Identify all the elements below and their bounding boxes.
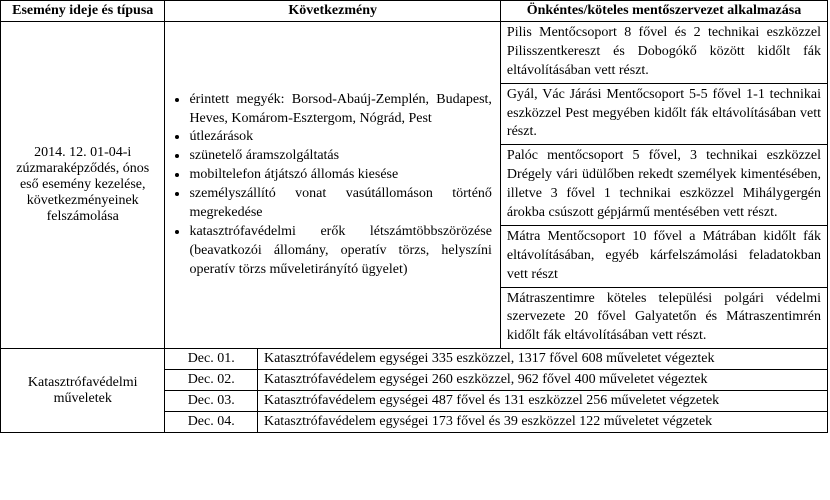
bullet-item: katasztrófavédelmi erők létszámtöbbszörö… [189,223,493,280]
event-row-1: 2014. 12. 01-04-i zúzmaraképződés, ónos … [1,22,828,84]
response-cell: Mátra Mentőcsoport 10 fővel a Mátrában k… [500,225,827,287]
ops-date: Dec. 01. [165,349,258,370]
bullet-list: érintett megyék: Borsod-Abaúj-Zemplén, B… [189,91,493,280]
data-table: Esemény ideje és típusa Következmény Önk… [0,0,828,433]
event-time-type: 2014. 12. 01-04-i zúzmaraképződés, ónos … [1,22,165,349]
response-cell: Palóc mentőcsoport 5 fővel, 3 technikai … [500,145,827,226]
header-col2: Következmény [165,1,500,22]
event-consequences: érintett megyék: Borsod-Abaúj-Zemplén, B… [165,22,500,349]
ops-text: Katasztrófavédelem egységei 260 eszközze… [257,370,827,391]
ops-date: Dec. 03. [165,391,258,412]
response-cell: Pilis Mentőcsoport 8 fővel és 2 technika… [500,22,827,84]
bullet-item: személyszállító vonat vasútállomáson tör… [189,185,493,223]
header-row: Esemény ideje és típusa Következmény Önk… [1,1,828,22]
header-col3: Önkéntes/köteles mentőszervezet alkalmaz… [500,1,827,22]
response-cell: Gyál, Vác Járási Mentőcsoport 5-5 fővel … [500,83,827,145]
ops-text: Katasztrófavédelem egységei 487 fővel és… [257,391,827,412]
response-cell: Mátraszentimre köteles települési polgár… [500,287,827,349]
ops-date: Dec. 04. [165,412,258,433]
bullet-item: mobiltelefon átjátszó állomás kiesése [189,166,493,185]
ops-row-1: Katasztrófavédelmi műveletek Dec. 01. Ka… [1,349,828,370]
ops-text: Katasztrófavédelem egységei 173 fővel és… [257,412,827,433]
bullet-item: útlezárások [189,128,493,147]
ops-date: Dec. 02. [165,370,258,391]
header-col1: Esemény ideje és típusa [1,1,165,22]
ops-text: Katasztrófavédelem egységei 335 eszközze… [257,349,827,370]
ops-label: Katasztrófavédelmi műveletek [1,349,165,433]
bullet-item: érintett megyék: Borsod-Abaúj-Zemplén, B… [189,91,493,129]
bullet-item: szünetelő áramszolgáltatás [189,147,493,166]
